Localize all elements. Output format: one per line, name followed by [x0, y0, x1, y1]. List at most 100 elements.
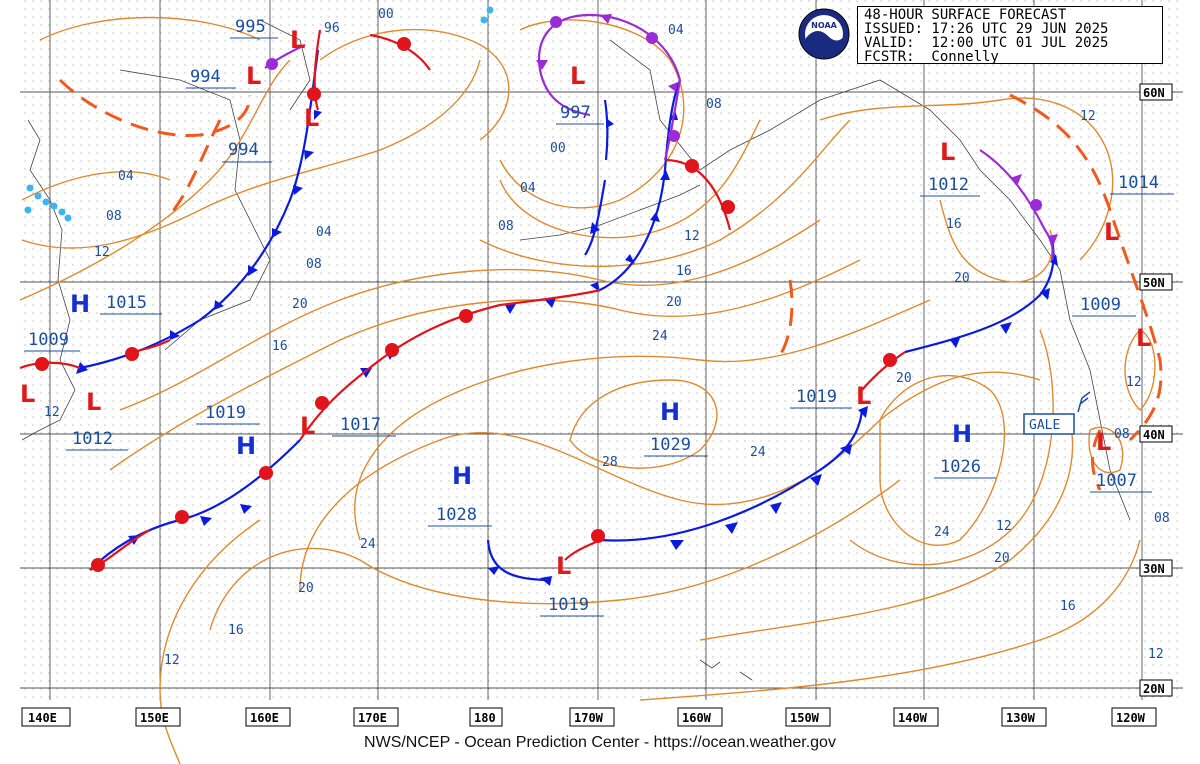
svg-text:130W: 130W: [1006, 711, 1036, 725]
svg-text:30N: 30N: [1143, 562, 1165, 576]
isobar-label: 16: [272, 339, 288, 354]
isobar-label: 24: [750, 445, 766, 460]
latitude-labels: 60N 50N 40N 30N 20N: [1139, 83, 1173, 697]
svg-text:H: H: [452, 462, 472, 490]
isobar-label: 20: [954, 271, 970, 286]
isobar-label: 24: [360, 537, 376, 552]
svg-text:H: H: [660, 398, 680, 426]
pressure-label: 994: [228, 140, 259, 160]
pressure-label: 1009: [28, 330, 69, 350]
svg-text:L: L: [290, 26, 305, 54]
svg-text:40N: 40N: [1143, 428, 1165, 442]
isobar-label: 20: [292, 297, 308, 312]
isobar-label: 08: [706, 97, 722, 112]
cold-front-teeth: [76, 110, 1058, 586]
svg-text:L: L: [570, 62, 585, 90]
isobar-label: 12: [44, 405, 60, 420]
svg-text:GALE: GALE: [1029, 418, 1060, 433]
isobar-label: 04: [668, 23, 684, 38]
pressure-label: 1028: [436, 505, 477, 525]
svg-text:140E: 140E: [28, 711, 57, 725]
isobar-label: 20: [298, 581, 314, 596]
valid-time: VALID: 12:00 UTC 01 JUL 2025: [864, 35, 1109, 51]
svg-text:150E: 150E: [140, 711, 169, 725]
svg-text:140W: 140W: [898, 711, 928, 725]
svg-text:160W: 160W: [682, 711, 712, 725]
occluded-front-symbols: [266, 14, 1058, 244]
pressure-label: 997: [560, 103, 591, 123]
pressure-label: 1019: [796, 387, 837, 407]
graticule: [20, 0, 1183, 700]
forecast-info-box: 48-HOUR SURFACE FORECAST ISSUED: 17:26 U…: [857, 6, 1163, 64]
dot-grid: [20, 0, 1183, 700]
isobar-label: 24: [652, 329, 668, 344]
noaa-logo-icon: NOAA: [798, 8, 850, 60]
isobar-label: 04: [316, 225, 332, 240]
pressure-label: 1007: [1096, 471, 1137, 491]
svg-text:L: L: [86, 388, 101, 416]
isobar-label: 20: [994, 551, 1010, 566]
isobar-label: 12: [684, 229, 700, 244]
pressure-symbols: L L L L L L L L L L L L L H H H H H: [20, 26, 1151, 580]
svg-text:H: H: [236, 432, 256, 460]
pressure-label: 1014: [1118, 173, 1159, 193]
svg-text:160E: 160E: [250, 711, 279, 725]
svg-text:20N: 20N: [1143, 682, 1165, 696]
isobar-label: 12: [1148, 647, 1164, 662]
footer-credit: NWS/NCEP - Ocean Prediction Center - htt…: [364, 734, 836, 751]
pressure-label: 1017: [340, 415, 381, 435]
troughs: [58, 78, 1163, 491]
svg-text:L: L: [246, 62, 261, 90]
issued-time: ISSUED: 17:26 UTC 29 JUN 2025: [864, 21, 1109, 37]
isobar-label: 04: [118, 169, 134, 184]
pressure-label: 1019: [548, 595, 589, 615]
pressure-label: 1019: [205, 403, 246, 423]
svg-text:H: H: [70, 290, 90, 318]
isobar-label: 12: [94, 245, 110, 260]
pressure-label: 1012: [928, 175, 969, 195]
svg-text:L: L: [1136, 324, 1151, 352]
svg-text:50N: 50N: [1143, 276, 1165, 290]
isobar-label: 24: [934, 525, 950, 540]
isobar-label: 12: [1080, 109, 1096, 124]
svg-text:L: L: [304, 104, 319, 132]
coastlines: [21, 19, 1131, 681]
isobar-label: 28: [602, 455, 618, 470]
isobar-label: 08: [498, 219, 514, 234]
pressure-label: 1029: [650, 435, 691, 455]
isobar-label: 16: [228, 623, 244, 638]
sea-ice-markers: [24, 6, 494, 222]
svg-text:170W: 170W: [574, 711, 604, 725]
isobar-label: 00: [378, 7, 394, 22]
isobar-label: 20: [666, 295, 682, 310]
isobar-label: 12: [164, 653, 180, 668]
pressure-label: 1012: [72, 429, 113, 449]
svg-text:L: L: [1104, 218, 1119, 246]
longitude-labels: 140E 150E 160E 170E 180 170W 160W 150W 1…: [21, 707, 1157, 727]
isobar-labels: 96 00 04 08 00 04 08 12 16 20 24 28 24 2…: [44, 7, 1170, 668]
svg-text:L: L: [940, 138, 955, 166]
forecaster: FCSTR: Connelly: [864, 49, 999, 65]
isobar-label: 16: [1060, 599, 1076, 614]
forecast-title: 48-HOUR SURFACE FORECAST: [864, 7, 1067, 23]
gale-warning: GALE: [1023, 391, 1091, 435]
isobar-label: 08: [306, 257, 322, 272]
isobar-label: 12: [996, 519, 1012, 534]
isobar-label: 16: [946, 217, 962, 232]
isobar-label: 12: [1126, 375, 1142, 390]
isobar-label: 16: [676, 264, 692, 279]
svg-text:L: L: [300, 412, 315, 440]
isobar-label: 08: [106, 209, 122, 224]
pressure-label: 994: [190, 67, 221, 87]
isobar-label: 96: [324, 21, 340, 36]
pressure-label: 995: [235, 17, 266, 37]
svg-text:120W: 120W: [1116, 711, 1146, 725]
isobar-label: 04: [520, 181, 536, 196]
svg-text:L: L: [856, 382, 871, 410]
svg-text:NOAA: NOAA: [811, 21, 837, 30]
svg-text:150W: 150W: [790, 711, 820, 725]
svg-text:170E: 170E: [358, 711, 387, 725]
pressure-underlines: [24, 37, 1174, 617]
warm-front-bumps: [35, 37, 897, 572]
